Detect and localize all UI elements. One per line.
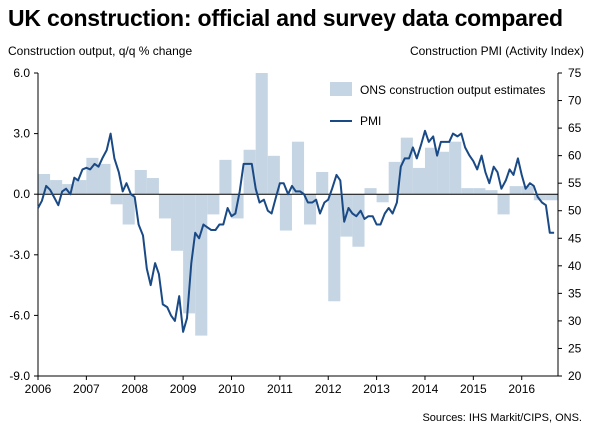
bar-2015.75: [509, 186, 522, 195]
x-tick-label: 2008: [121, 382, 148, 396]
bar-2008.25: [146, 178, 159, 195]
bar-2009.5: [207, 194, 220, 215]
bar-2006: [38, 174, 51, 195]
bar-2007.25: [98, 163, 111, 195]
right-tick-label: 35: [568, 286, 582, 300]
bar-2016.25: [533, 194, 546, 201]
chart-title: UK construction: official and survey dat…: [8, 5, 563, 31]
chart-legend: ONS construction output estimates PMI: [330, 82, 545, 128]
bar-2016: [521, 186, 534, 195]
right-tick-label: 20: [568, 369, 582, 383]
right-tick-label: 50: [568, 204, 582, 218]
bar-2016.5: [545, 194, 558, 201]
bar-2012: [328, 194, 341, 302]
right-axis-title: Construction PMI (Activity Index): [409, 44, 584, 58]
legend-line-label: PMI: [360, 114, 381, 128]
x-tick-label: 2015: [460, 382, 487, 396]
bar-2011.25: [291, 141, 305, 195]
pmi-line: [37, 129, 555, 333]
right-tick-label: 55: [568, 176, 582, 190]
bar-2009.75: [219, 159, 232, 195]
x-tick-label: 2016: [508, 382, 535, 396]
bar-2009.25: [195, 194, 208, 336]
x-tick-label: 2009: [170, 382, 197, 396]
bar-2007.75: [122, 194, 135, 225]
line-series: [37, 129, 555, 333]
bar-2013.75: [412, 167, 425, 195]
bar-2015: [473, 188, 486, 195]
left-tick-label: 0.0: [13, 187, 30, 201]
bar-2014: [424, 147, 438, 195]
bar-2008.75: [171, 194, 184, 251]
bar-2013.5: [400, 137, 413, 195]
right-tick-label: 45: [568, 231, 582, 245]
left-tick-label: 3.0: [13, 127, 30, 141]
right-tick-label: 25: [568, 341, 582, 355]
bar-2008: [134, 169, 147, 195]
left-tick-label: -3.0: [9, 248, 30, 262]
bar-2011.75: [316, 171, 329, 195]
bar-2010.5: [255, 73, 268, 195]
left-tick-label: -6.0: [9, 308, 30, 322]
x-tick-label: 2010: [218, 382, 245, 396]
x-tick-label: 2007: [73, 382, 100, 396]
right-tick-label: 65: [568, 121, 582, 135]
bar-2015.5: [497, 194, 510, 215]
right-tick-label: 70: [568, 94, 582, 108]
bar-2006.5: [62, 184, 75, 195]
source-note: Sources: IHS Markit/CIPS, ONS.: [422, 412, 582, 424]
left-tick-label: 6.0: [13, 66, 30, 80]
x-tick-label: 2006: [25, 382, 52, 396]
x-tick-label: 2011: [267, 382, 293, 396]
legend-bar-label: ONS construction output estimates: [360, 83, 545, 97]
right-tick-label: 60: [568, 149, 582, 163]
legend-bar-swatch: [330, 82, 352, 96]
bar-2014.5: [449, 141, 462, 195]
bar-2008.5: [158, 194, 172, 219]
bar-2011: [279, 194, 292, 231]
bar-2007: [86, 157, 99, 195]
x-tick-label: 2013: [363, 382, 390, 396]
x-tick-label: 2014: [412, 382, 439, 396]
bar-2012.75: [364, 188, 377, 195]
right-tick-label: 30: [568, 314, 582, 328]
bar-2010.75: [267, 155, 280, 195]
right-tick-label: 75: [568, 66, 582, 80]
bar-2007.5: [110, 194, 123, 205]
bar-2006.75: [74, 180, 87, 195]
bar-2013: [376, 194, 389, 203]
left-tick-label: -9.0: [9, 369, 30, 383]
chart-axes: 6.0 3.0 0.0 -3.0 -6.0 -9.0 75 70 65 60 55 50 45 40 35 3…: [9, 66, 581, 396]
bar-2014.75: [461, 188, 474, 195]
bar-2009: [183, 194, 196, 314]
bar-2014.25: [437, 151, 450, 195]
left-axis-title: Construction output, q/q % change: [8, 44, 193, 58]
bar-2006.25: [50, 180, 63, 195]
right-tick-label: 40: [568, 259, 582, 273]
bar-2015.25: [485, 190, 498, 195]
bar-series: [38, 73, 558, 336]
bar-2012.5: [352, 194, 365, 247]
bar-2010.25: [243, 149, 256, 195]
x-tick-label: 2012: [315, 382, 342, 396]
